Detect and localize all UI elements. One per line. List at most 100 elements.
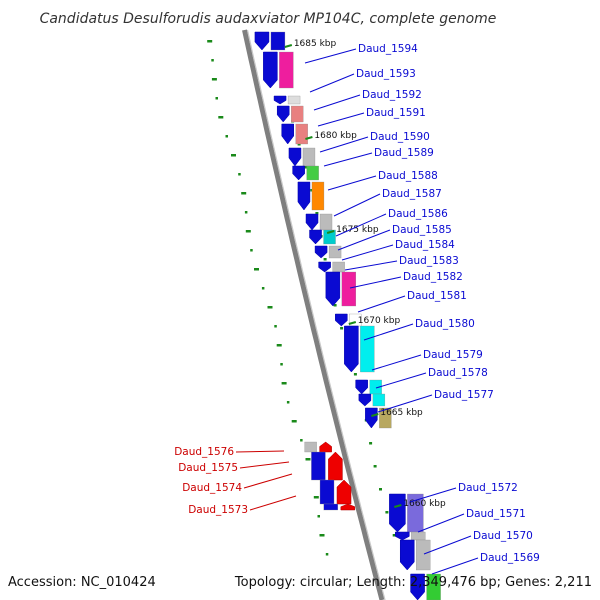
gene-daud-1573[interactable] [323,503,356,511]
gene-label-daud-1570[interactable]: Daud_1570 [473,530,533,542]
gene-label-daud-1572[interactable]: Daud_1572 [458,482,518,494]
gene-cog-bar[interactable] [306,165,319,181]
gene-label-daud-1583[interactable]: Daud_1583 [399,255,459,267]
gene-daud-1576[interactable] [304,441,332,453]
gene-arrow[interactable] [355,379,368,395]
gene-arrow[interactable] [319,441,332,453]
gene-arrow[interactable] [292,165,305,181]
gene-label-daud-1571[interactable]: Daud_1571 [466,508,526,520]
gene-label-daud-1591[interactable]: Daud_1591 [366,107,426,119]
gene-label-daud-1581[interactable]: Daud_1581 [407,290,467,302]
gene-arrow[interactable] [410,573,425,600]
gene-daud-1593[interactable] [263,51,294,89]
gene-arrow[interactable] [358,393,372,407]
gene-daud-1583[interactable] [318,261,345,273]
gene-cog-bar[interactable] [341,271,357,307]
gene-arrow[interactable] [335,313,348,327]
gene-daud-1586[interactable] [305,213,333,231]
gene-label-daud-1586[interactable]: Daud_1586 [388,208,448,220]
gene-label-daud-1579[interactable]: Daud_1579 [423,349,483,361]
gene-daud-1594[interactable] [254,31,286,51]
gene-cog-bar[interactable] [319,213,333,231]
gene-label-daud-1594[interactable]: Daud_1594 [358,43,418,55]
gene-label-daud-1577[interactable]: Daud_1577 [434,389,494,401]
gene-daud-1579[interactable] [355,379,382,395]
gene-label-daud-1590[interactable]: Daud_1590 [370,131,430,143]
gene-arrow[interactable] [263,51,278,89]
gene-daud-1585[interactable] [309,229,336,245]
gene-arrow[interactable] [254,31,270,51]
gene-daud-1577[interactable] [365,407,392,429]
gene-arrow[interactable] [340,503,356,511]
gene-cog-bar[interactable] [270,31,286,51]
gene-arrow[interactable] [288,147,302,167]
gene-daud-1578[interactable] [358,393,386,407]
gene-daud-1582[interactable] [325,271,357,307]
gene-label-daud-1575[interactable]: Daud_1575 [178,462,238,474]
gene-daud-1591[interactable] [276,105,304,123]
gene-daud-1572[interactable] [389,493,424,533]
gene-arrow[interactable] [273,95,287,105]
gene-arrow[interactable] [314,245,328,259]
gene-cog-bar[interactable] [411,531,426,541]
gene-cog-bar[interactable] [360,325,375,373]
gene-arrow[interactable] [309,229,322,245]
gene-cog-bar[interactable] [311,181,325,211]
gene-label-daud-1587[interactable]: Daud_1587 [382,188,442,200]
gene-cog-bar[interactable] [319,479,335,505]
gene-cog-bar[interactable] [416,539,431,571]
gene-cog-bar[interactable] [291,105,304,123]
gene-daud-1590[interactable] [281,123,308,145]
gene-cog-bar[interactable] [426,573,441,600]
gene-arrow[interactable] [336,479,352,505]
gene-label-daud-1576[interactable]: Daud_1576 [174,446,234,458]
gene-label-daud-1578[interactable]: Daud_1578 [428,367,488,379]
gene-arrow[interactable] [395,531,410,541]
gene-label-daud-1582[interactable]: Daud_1582 [403,271,463,283]
gene-arrow[interactable] [328,451,343,481]
gene-cog-bar[interactable] [287,95,301,105]
gene-label-daud-1589[interactable]: Daud_1589 [374,147,434,159]
gene-daud-1580[interactable] [344,325,375,373]
gene-arrow[interactable] [305,213,319,231]
gene-daud-1592[interactable] [273,95,301,105]
gene-cog-bar[interactable] [311,451,326,481]
gene-cog-bar[interactable] [328,245,342,259]
gene-label-daud-1593[interactable]: Daud_1593 [356,68,416,80]
gene-label-daud-1573[interactable]: Daud_1573 [188,504,248,516]
gene-daud-1574[interactable] [319,479,352,505]
gene-daud-1569[interactable] [410,573,441,600]
gene-arrow[interactable] [297,181,311,211]
gene-arrow[interactable] [325,271,341,307]
gene-daud-1575[interactable] [311,451,343,481]
gene-label-daud-1569[interactable]: Daud_1569 [480,552,540,564]
gene-daud-1588[interactable] [292,165,319,181]
gene-cog-bar[interactable] [323,503,338,511]
gene-arrow[interactable] [399,539,415,571]
gene-arrow[interactable] [276,105,290,123]
gene-label-daud-1580[interactable]: Daud_1580 [415,318,475,330]
gene-label-daud-1592[interactable]: Daud_1592 [362,89,422,101]
gene-daud-1587[interactable] [297,181,325,211]
gene-daud-1584[interactable] [314,245,342,259]
gene-arrow[interactable] [281,123,294,145]
gene-arrow[interactable] [344,325,359,373]
gene-daud-1571[interactable] [395,531,426,541]
gene-arrow[interactable] [365,407,378,429]
gene-label-daud-1584[interactable]: Daud_1584 [395,239,455,251]
gene-label-daud-1574[interactable]: Daud_1574 [182,482,242,494]
gene-cog-bar[interactable] [304,441,317,453]
gene-label-daud-1588[interactable]: Daud_1588 [378,170,438,182]
gene-cog-bar[interactable] [279,51,294,89]
gene-daud-1570[interactable] [399,539,431,571]
gene-cog-bar[interactable] [323,229,336,245]
gene-arrow[interactable] [318,261,331,273]
gene-cog-bar[interactable] [372,393,386,407]
gene-cog-bar[interactable] [332,261,345,273]
gene-cog-bar[interactable] [295,123,308,145]
gene-arrow[interactable] [389,493,406,533]
gene-daud-1589[interactable] [288,147,316,167]
gene-label-daud-1585[interactable]: Daud_1585 [392,224,452,236]
gene-cog-bar[interactable] [302,147,316,167]
gene-cog-bar[interactable] [379,407,392,429]
